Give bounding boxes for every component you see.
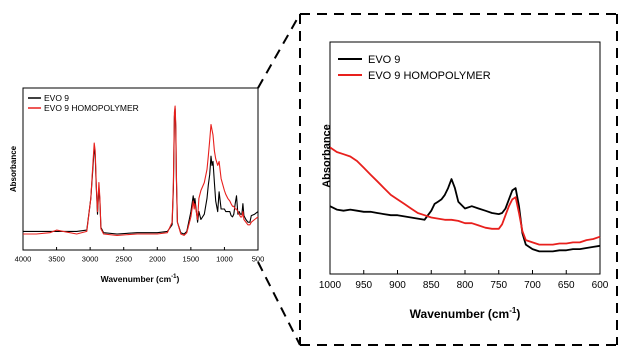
callout-connector-upper — [257, 13, 301, 89]
x-tick-label: 2000 — [149, 255, 166, 264]
y-axis-label: Absorbance — [9, 145, 18, 192]
plot-frame — [22, 87, 259, 251]
series-line-evo9 — [23, 108, 259, 235]
legend-label-evo9: EVO 9 — [368, 54, 400, 66]
x-tick-label: 800 — [457, 280, 474, 291]
series-group — [329, 146, 601, 253]
legend-label-homopolymer: EVO 9 HOMOPOLYMER — [368, 70, 491, 82]
x-tick-label: 2500 — [115, 255, 132, 264]
x-tick-label: 1500 — [183, 255, 200, 264]
x-tick-label: 900 — [389, 280, 406, 291]
x-tick-label: 950 — [355, 280, 372, 291]
x-tick-label: 4000 — [15, 255, 32, 264]
legend-label-homopolymer: EVO 9 HOMOPOLYMER — [44, 103, 139, 113]
series-line-homopolymer — [23, 105, 259, 236]
x-tick-label: 1000 — [319, 280, 342, 291]
x-tick-label: 700 — [524, 280, 541, 291]
x-ticks: 1000 950 900 850 800 750 700 650 600 — [319, 270, 609, 291]
legend: EVO 9 EVO 9 HOMOPOLYMER — [338, 54, 491, 82]
x-tick-label: 600 — [592, 280, 609, 291]
x-tick-label: 850 — [423, 280, 440, 291]
x-tick-label: 3000 — [82, 255, 99, 264]
series-line-evo9 — [329, 178, 601, 253]
x-tick-label: 750 — [490, 280, 507, 291]
y-axis-label: Absorbance — [321, 124, 333, 188]
legend-label-evo9: EVO 9 — [44, 93, 69, 103]
x-tick-label: 3500 — [48, 255, 65, 264]
legend: EVO 9 EVO 9 HOMOPOLYMER — [28, 93, 139, 113]
series-group — [23, 105, 259, 236]
callout-connector-lower — [257, 261, 301, 346]
zoom-spectrum-chart: 1000 950 900 850 800 750 700 650 600 EVO 9 EVO 9… — [319, 41, 609, 321]
x-tick-label: 500 — [252, 255, 265, 264]
full-spectrum-chart: 4000 3500 3000 2500 2000 1500 1000 500 EVO 9 EV… — [9, 87, 265, 284]
x-axis-label: Wavenumber (cm-1) — [410, 306, 521, 321]
x-tick-label: 1000 — [216, 255, 233, 264]
zoom-callout — [257, 13, 618, 346]
x-axis-label: Wavenumber (cm-1) — [101, 274, 180, 284]
x-tick-label: 650 — [558, 280, 575, 291]
series-line-homopolymer — [329, 146, 601, 246]
x-ticks: 4000 3500 3000 2500 2000 1500 1000 500 — [15, 247, 265, 264]
